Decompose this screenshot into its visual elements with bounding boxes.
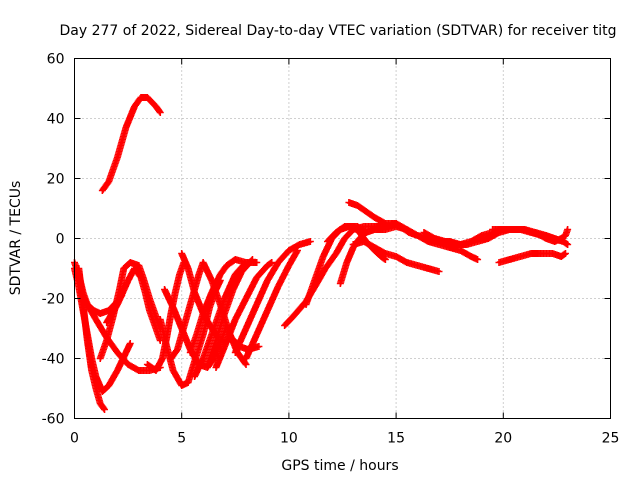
y-tick-label: 40: [47, 112, 65, 128]
y-tick-label: 20: [47, 172, 65, 188]
y-tick-label: 0: [56, 232, 65, 248]
data-point: [381, 256, 389, 263]
series-arc-7: [103, 265, 164, 344]
y-axis-ticks: -60 -40 -20 0 20 40 60: [42, 52, 611, 428]
data-point: [241, 359, 249, 367]
data-point: [100, 404, 108, 412]
data-point: [126, 340, 134, 347]
data-point: [268, 259, 276, 266]
data-point: [242, 361, 250, 368]
x-tick-label: 10: [280, 431, 298, 447]
data-series: [71, 94, 572, 413]
data-point: [253, 259, 261, 266]
data-point: [255, 343, 263, 350]
series-arc-6: [98, 94, 164, 194]
series-arc-19: [227, 334, 263, 353]
series-arc-29: [495, 250, 569, 266]
x-tick-label: 15: [387, 431, 405, 447]
y-tick-label: 60: [47, 52, 65, 68]
data-point: [293, 247, 301, 254]
data-point: [156, 109, 164, 116]
data-point: [155, 107, 163, 115]
data-point: [564, 226, 572, 233]
data-point: [248, 256, 256, 263]
data-point: [306, 238, 314, 245]
data-point: [564, 241, 572, 248]
series-arc-15: [203, 256, 256, 368]
series-arc-24: [349, 238, 443, 275]
series-arc-16: [212, 259, 276, 371]
series-arc-13: [186, 256, 250, 356]
y-axis-label: SDTVAR / TECUs: [8, 181, 24, 296]
y-tick-label: -20: [42, 292, 65, 308]
data-point: [435, 268, 443, 275]
y-tick-label: -40: [42, 352, 65, 368]
data-point: [474, 256, 482, 263]
x-tick-label: 0: [70, 431, 79, 447]
chart-title: Day 277 of 2022, Sidereal Day-to-day VTE…: [60, 23, 617, 39]
data-point: [561, 250, 569, 257]
x-axis-ticks: 0 5 10 15 20 25: [70, 58, 620, 447]
x-tick-label: 25: [602, 431, 620, 447]
series-arc-30: [531, 226, 572, 245]
x-tick-label: 5: [177, 431, 186, 447]
data-point: [101, 406, 109, 413]
x-tick-label: 20: [494, 431, 512, 447]
x-axis-label: GPS time / hours: [281, 458, 398, 474]
data-point: [247, 257, 255, 265]
y-tick-label: -60: [42, 412, 65, 428]
series-arc-17: [231, 238, 314, 356]
